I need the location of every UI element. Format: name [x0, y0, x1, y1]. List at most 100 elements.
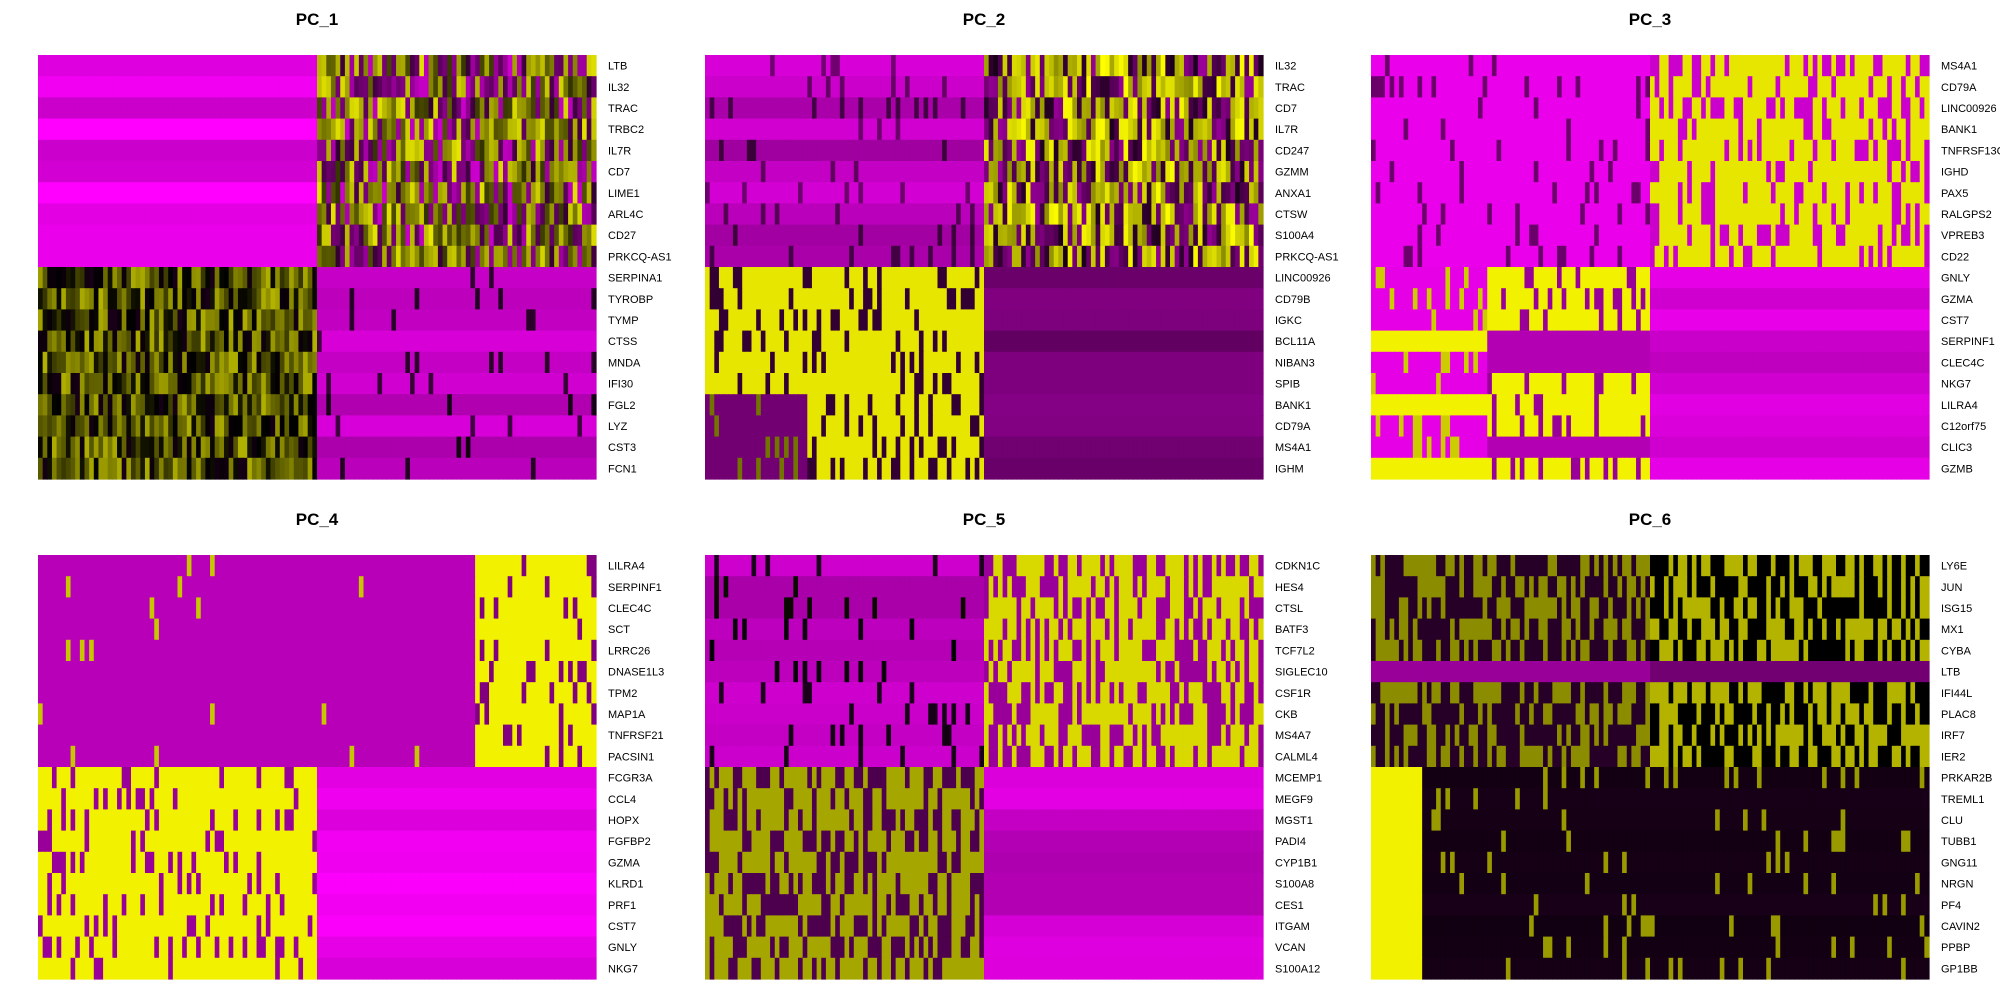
heatmap-cell [368, 288, 373, 310]
heatmap-cell [793, 55, 798, 77]
heatmap-cell [387, 352, 392, 374]
heatmap-cell [368, 119, 373, 141]
heatmap-cell [1207, 394, 1212, 416]
heatmap-cell [224, 97, 229, 119]
heatmap-cell [1622, 55, 1627, 77]
heatmap-cell [858, 373, 863, 395]
heatmap-cell [424, 97, 429, 119]
heatmap-cell [373, 309, 378, 331]
heatmap-cell [1184, 458, 1189, 480]
heatmap-cell [336, 119, 341, 141]
heatmap-cell [1258, 246, 1263, 268]
heatmap-cell [503, 288, 508, 310]
heatmap-cell [1026, 76, 1031, 98]
heatmap-cell [219, 373, 224, 395]
heatmap-cell [354, 76, 359, 98]
heatmap-cell [779, 203, 784, 225]
heatmap-cell [517, 225, 522, 247]
heatmap-cell [159, 119, 164, 141]
heatmap-cell [756, 161, 761, 183]
heatmap-cell [345, 437, 350, 459]
heatmap-cell [1128, 309, 1133, 331]
heatmap-cell [1077, 458, 1082, 480]
heatmap-cell [340, 267, 345, 289]
heatmap-cell [891, 288, 896, 310]
heatmap-cell [993, 267, 998, 289]
heatmap-cell [886, 267, 891, 289]
heatmap-cell [354, 437, 359, 459]
heatmap-cell [863, 309, 868, 331]
heatmap-cell [215, 267, 220, 289]
heatmap-cell [591, 119, 596, 141]
heatmap-cell [224, 55, 229, 77]
heatmap-cell [43, 203, 48, 225]
heatmap-cell [1179, 76, 1184, 98]
heatmap-cell [845, 97, 850, 119]
heatmap-cell [247, 161, 252, 183]
heatmap-cell [761, 437, 766, 459]
heatmap-cell [294, 203, 299, 225]
heatmap-cell [747, 182, 752, 204]
heatmap-cell [368, 415, 373, 437]
heatmap-cell [1230, 161, 1235, 183]
heatmap-cell [1133, 437, 1138, 459]
heatmap-cell [770, 76, 775, 98]
heatmap-cell [989, 373, 994, 395]
heatmap-cell [793, 288, 798, 310]
heatmap-cell [765, 225, 770, 247]
heatmap-cell [1538, 55, 1543, 77]
heatmap-cell [563, 288, 568, 310]
heatmap-cell [970, 97, 975, 119]
heatmap-cell [1189, 437, 1194, 459]
heatmap-cell [965, 267, 970, 289]
heatmap-cell [1049, 246, 1054, 268]
heatmap-cell [719, 76, 724, 98]
heatmap-cell [257, 225, 262, 247]
heatmap-cell [275, 246, 280, 268]
heatmap-cell [364, 331, 369, 353]
heatmap-cell [136, 437, 141, 459]
heatmap-cell [803, 55, 808, 77]
heatmap-cell [484, 437, 489, 459]
heatmap-cell [1156, 140, 1161, 162]
heatmap-cell [947, 203, 952, 225]
heatmap-cell [1133, 225, 1138, 247]
heatmap-cell [457, 373, 462, 395]
panel-title: PC_3 [1629, 10, 1672, 29]
heatmap-cell [817, 76, 822, 98]
heatmap-cell [826, 437, 831, 459]
heatmap-cell [1058, 161, 1063, 183]
heatmap-cell [438, 352, 443, 374]
heatmap-cell [905, 288, 910, 310]
heatmap-cell [568, 182, 573, 204]
heatmap-cell [998, 182, 1003, 204]
heatmap-cell [131, 246, 136, 268]
heatmap-cell [298, 331, 303, 353]
heatmap-cell [517, 415, 522, 437]
heatmap-cell [747, 415, 752, 437]
heatmap-cell [840, 373, 845, 395]
heatmap-cell [522, 119, 527, 141]
heatmap-cell [540, 352, 545, 374]
heatmap-cell [66, 309, 71, 331]
heatmap-cell [891, 415, 896, 437]
heatmap-cell [1007, 415, 1012, 437]
heatmap-cell [247, 246, 252, 268]
heatmap-cell [872, 203, 877, 225]
heatmap-cell [1226, 288, 1231, 310]
heatmap-cell [387, 458, 392, 480]
heatmap-cell [587, 182, 592, 204]
heatmap-cell [975, 437, 980, 459]
heatmap-cell [840, 225, 845, 247]
heatmap-cell [812, 373, 817, 395]
heatmap-cell [122, 246, 127, 268]
heatmap-cell [1105, 331, 1110, 353]
heatmap-cell [765, 394, 770, 416]
heatmap-cell [710, 288, 715, 310]
heatmap-cell [905, 203, 910, 225]
heatmap-cell [1207, 225, 1212, 247]
heatmap-cell [770, 182, 775, 204]
heatmap-cell [998, 352, 1003, 374]
heatmap-cell [798, 394, 803, 416]
gene-label: NIBAN3 [1275, 357, 1315, 369]
